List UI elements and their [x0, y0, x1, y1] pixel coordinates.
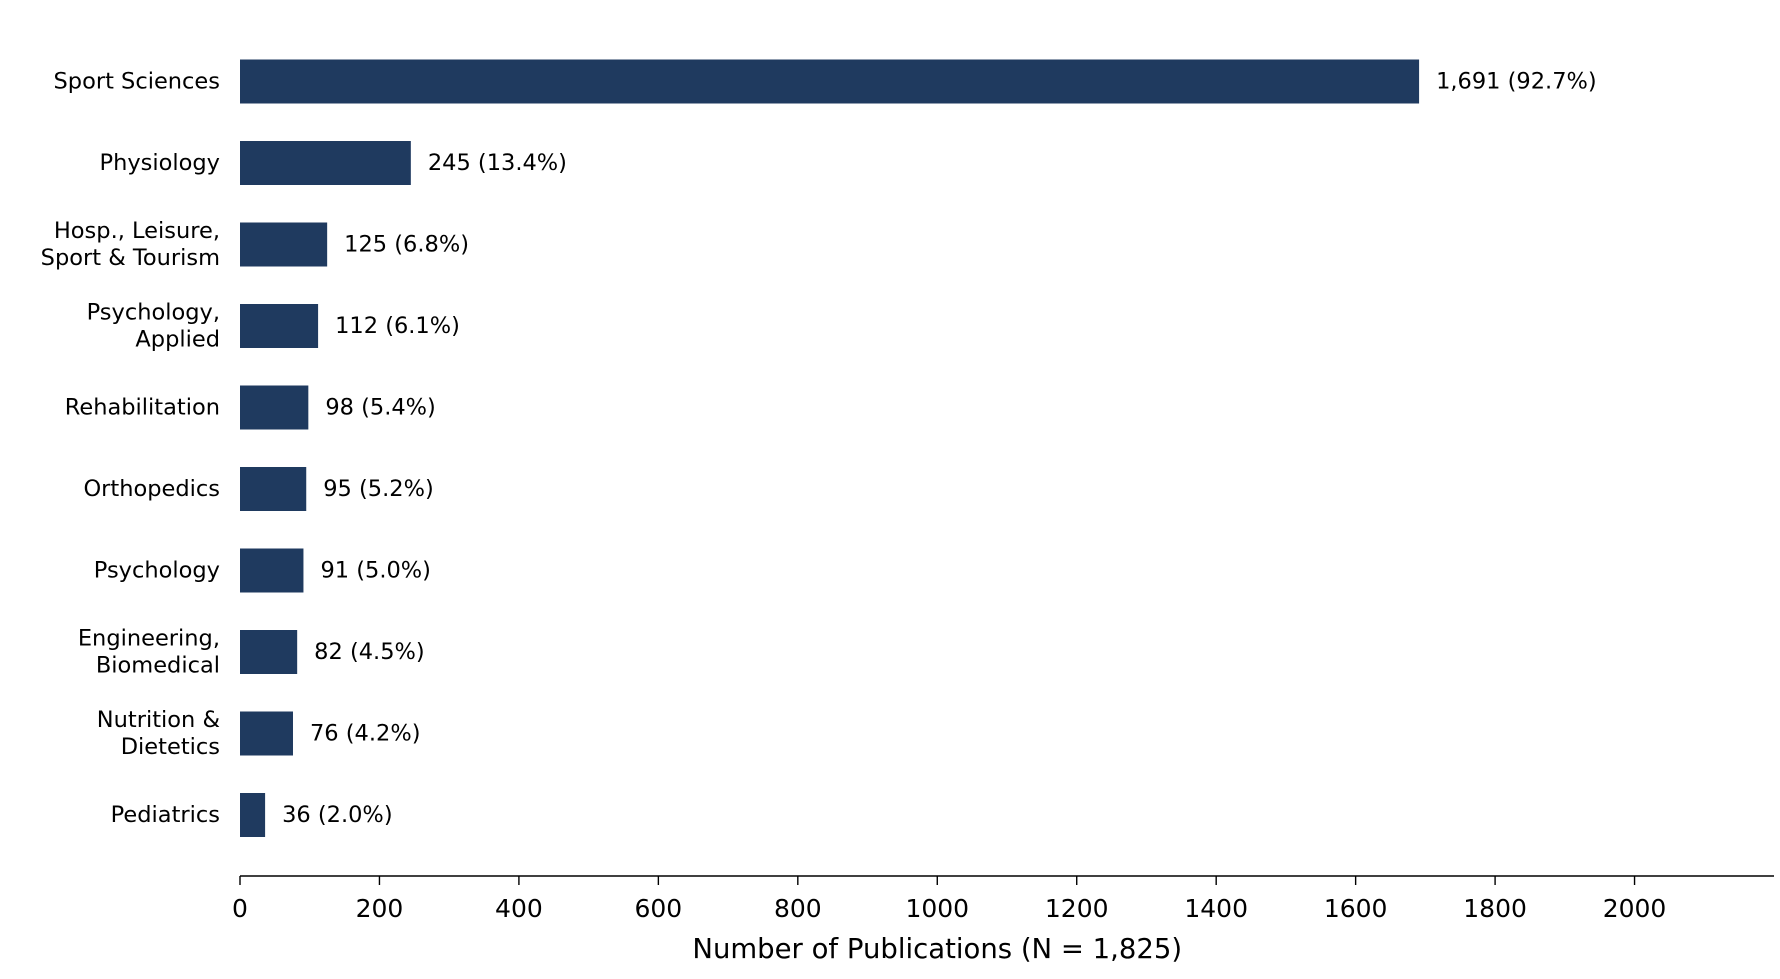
value-label: 245 (13.4%) [428, 150, 567, 176]
x-tick-label: 2000 [1603, 894, 1667, 923]
value-label: 125 (6.8%) [344, 232, 469, 258]
value-labels: 1,691 (92.7%) 245 (13.4%) 125 (6.8%) 112 (6… [282, 69, 1597, 829]
value-label: 82 (4.5%) [314, 639, 425, 665]
value-label: 91 (5.0%) [320, 558, 431, 584]
bar [240, 304, 318, 348]
value-label: 1,691 (92.7%) [1436, 69, 1597, 95]
category-label: Hosp., Leisure, Sport & Tourism [41, 218, 220, 271]
bar [240, 630, 297, 674]
category-label: Orthopedics [83, 476, 220, 502]
value-label: 98 (5.4%) [325, 395, 436, 421]
category-label: Sport Sciences [54, 69, 221, 95]
value-label: 112 (6.1%) [335, 313, 460, 339]
category-labels: Sport Sciences Physiology Hosp., Leisure, S… [41, 69, 220, 829]
bar [240, 386, 308, 430]
bar [240, 141, 411, 185]
bar [240, 60, 1419, 104]
x-tick-label: 0 [232, 894, 248, 923]
category-label: Psychology, Applied [87, 300, 220, 353]
bar [240, 712, 293, 756]
value-label: 95 (5.2%) [323, 476, 434, 502]
x-tick-label: 1600 [1324, 894, 1388, 923]
category-label: Psychology [94, 558, 220, 584]
x-tick-label: 1800 [1463, 894, 1527, 923]
value-label: 36 (2.0%) [282, 802, 393, 828]
category-label: Physiology [100, 150, 221, 176]
x-tick-label: 1200 [1045, 894, 1109, 923]
x-tick-label: 600 [635, 894, 683, 923]
x-tick-label: 1000 [905, 894, 969, 923]
category-label: Engineering, Biomedical [78, 626, 220, 679]
x-tick-label: 200 [356, 894, 404, 923]
x-axis-title: Number of Publications (N = 1,825) [692, 933, 1182, 965]
bar [240, 549, 303, 593]
category-label: Pediatrics [111, 802, 220, 828]
bar [240, 223, 327, 267]
category-label: Rehabilitation [65, 395, 220, 421]
x-tick-label: 800 [774, 894, 822, 923]
x-tick-label: 400 [495, 894, 543, 923]
bar [240, 467, 306, 511]
category-label: Nutrition & Dietetics [97, 707, 220, 760]
bar [240, 793, 265, 837]
value-label: 76 (4.2%) [310, 721, 421, 747]
x-tick-label: 1400 [1184, 894, 1248, 923]
x-axis: 0 200 400 600 800 1000 1200 1400 1600 1800 2000 [232, 876, 1774, 923]
